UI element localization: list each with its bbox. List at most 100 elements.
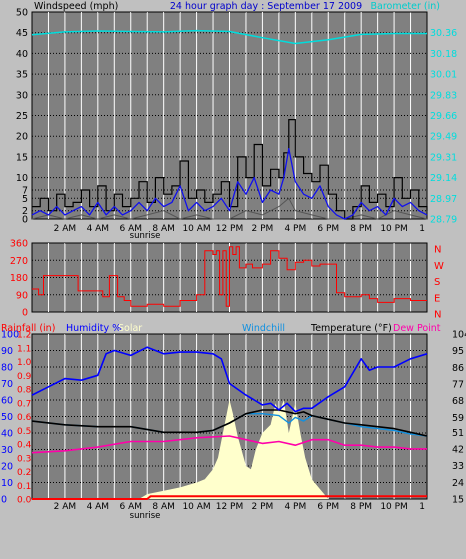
direction-y-tick: 90 <box>16 290 28 301</box>
temperature-y-tick: 33 <box>452 461 464 472</box>
climate-x-tick: 4 AM <box>87 502 110 512</box>
sunrise-label-climate: sunrise <box>130 511 161 521</box>
wind-x-tick: 8 PM <box>350 224 372 234</box>
wind-y-tick: 10 <box>16 173 28 184</box>
wind-y-tick: 35 <box>16 70 28 81</box>
rainfall-line <box>32 495 427 500</box>
humidity-line <box>31 346 428 413</box>
temperature-y-tick: 42 <box>452 444 464 455</box>
wind-y-tick: 50 <box>16 8 28 19</box>
wind-x-tick: 8 AM <box>152 224 175 234</box>
direction-compass-label: E <box>434 293 440 304</box>
wind-y-tick: 0 <box>22 215 28 226</box>
barometer-line <box>31 29 427 45</box>
climate-x-tick: 10 AM <box>182 502 210 512</box>
rain-y-tick: 0.5 <box>17 427 31 437</box>
direction-compass-label: N <box>434 245 441 256</box>
climate-x-tick: 8 AM <box>152 502 175 512</box>
humidity-y-tick: 70 <box>1 379 13 390</box>
humidity-y-tick: 30 <box>1 445 13 456</box>
wind-avg-line <box>31 147 428 220</box>
direction-y-tick: 360 <box>10 239 28 250</box>
wind-x-tick: 10 AM <box>182 224 210 234</box>
wind-x-tick: 4 PM <box>284 224 306 234</box>
direction-y-tick: 270 <box>10 256 28 267</box>
humidity-y-tick: 20 <box>1 462 13 473</box>
climate-x-tick: 6 PM <box>317 502 339 512</box>
humidity-y-tick: 0 <box>1 495 7 506</box>
legend-windchill: Windchill <box>242 323 285 334</box>
temperature-y-tick: 15 <box>452 495 464 506</box>
temperature-y-tick: 24 <box>452 478 464 489</box>
graph-title: 24 hour graph day : September 17 2009 <box>170 1 362 12</box>
humidity-y-tick: 100 <box>1 330 19 341</box>
temperature-y-tick: 95 <box>452 346 464 357</box>
direction-y-tick: 0 <box>22 308 28 319</box>
wind-x-tick: 4 AM <box>87 224 110 234</box>
legend-solar: Solar <box>118 323 142 334</box>
wind-y-tick: 45 <box>16 28 28 39</box>
temperature-y-tick: 59 <box>452 413 464 424</box>
barometer-y-tick: 28.97 <box>430 194 457 205</box>
wind-low-line <box>31 197 428 220</box>
rain-y-tick: 0.4 <box>17 441 32 451</box>
rain-y-tick: 0.6 <box>17 413 32 423</box>
wind-y-tick: 7 <box>22 186 28 197</box>
barometer-y-tick: 29.14 <box>430 173 457 184</box>
rain-y-tick: 0.0 <box>17 496 32 506</box>
wind-y-tick: 30 <box>16 90 28 101</box>
direction-compass-label: S <box>434 277 440 288</box>
climate-x-tick: 12 PM <box>216 502 244 512</box>
legend-dewpoint: Dew Point <box>393 323 441 334</box>
wind-direction-line <box>32 246 427 307</box>
wind-x-tick: 6 AM <box>119 224 142 234</box>
rain-y-tick: 1.1 <box>17 344 31 354</box>
humidity-y-tick: 40 <box>1 429 13 440</box>
direction-compass-label: W <box>434 261 444 272</box>
wind-y-tick: 20 <box>16 132 28 143</box>
temperature-y-tick: 51 <box>452 428 464 439</box>
humidity-y-tick: 80 <box>1 363 13 374</box>
climate-x-tick: 2 AM <box>54 502 77 512</box>
humidity-y-tick: 90 <box>1 346 13 357</box>
direction-y-tick: 180 <box>10 273 28 284</box>
dewpoint-line <box>31 435 427 454</box>
rain-y-tick: 0.8 <box>17 386 32 396</box>
direction-compass-label: N <box>434 310 441 321</box>
wind-x-tick: 6 PM <box>317 224 339 234</box>
sunrise-label-wind: sunrise <box>130 231 161 241</box>
temperature-y-tick: 77 <box>452 380 464 391</box>
humidity-y-tick: 60 <box>1 396 13 407</box>
rain-y-tick: 0.3 <box>17 454 31 464</box>
rain-y-tick: 1.2 <box>17 331 31 341</box>
wind-y-tick: 15 <box>16 152 28 163</box>
barometer-label: Barometer (in) <box>370 1 440 12</box>
barometer-y-tick: 30.36 <box>430 28 457 39</box>
humidity-y-tick: 50 <box>1 412 13 423</box>
barometer-y-tick: 30.18 <box>430 49 457 60</box>
climate-x-tick: 4 PM <box>284 502 306 512</box>
temperature-y-tick: 104 <box>452 330 466 341</box>
wind-y-tick: 5 <box>22 194 28 205</box>
wind-x-tick: 1 <box>419 224 425 234</box>
wind-y-tick: 40 <box>16 49 28 60</box>
barometer-y-tick: 29.31 <box>430 152 457 163</box>
barometer-y-tick: 29.66 <box>430 111 457 122</box>
climate-x-tick: 8 PM <box>350 502 372 512</box>
rain-y-tick: 0.9 <box>17 372 32 382</box>
barometer-y-tick: 28.79 <box>430 215 457 226</box>
climate-x-tick: 10 PM <box>380 502 408 512</box>
wind-x-tick: 2 PM <box>252 224 274 234</box>
barometer-y-tick: 30.01 <box>430 70 457 81</box>
climate-x-tick: 6 AM <box>119 502 142 512</box>
temperature-y-tick: 86 <box>452 363 464 374</box>
rain-y-tick: 0.7 <box>17 399 31 409</box>
wind-x-tick: 12 PM <box>216 224 244 234</box>
rain-y-tick: 1.0 <box>17 358 32 368</box>
temperature-y-tick: 68 <box>452 396 464 407</box>
wind-y-tick: 25 <box>16 111 28 122</box>
solar-area <box>32 400 427 499</box>
rain-y-tick: 0.1 <box>17 482 31 492</box>
wind-x-tick: 10 PM <box>380 224 408 234</box>
